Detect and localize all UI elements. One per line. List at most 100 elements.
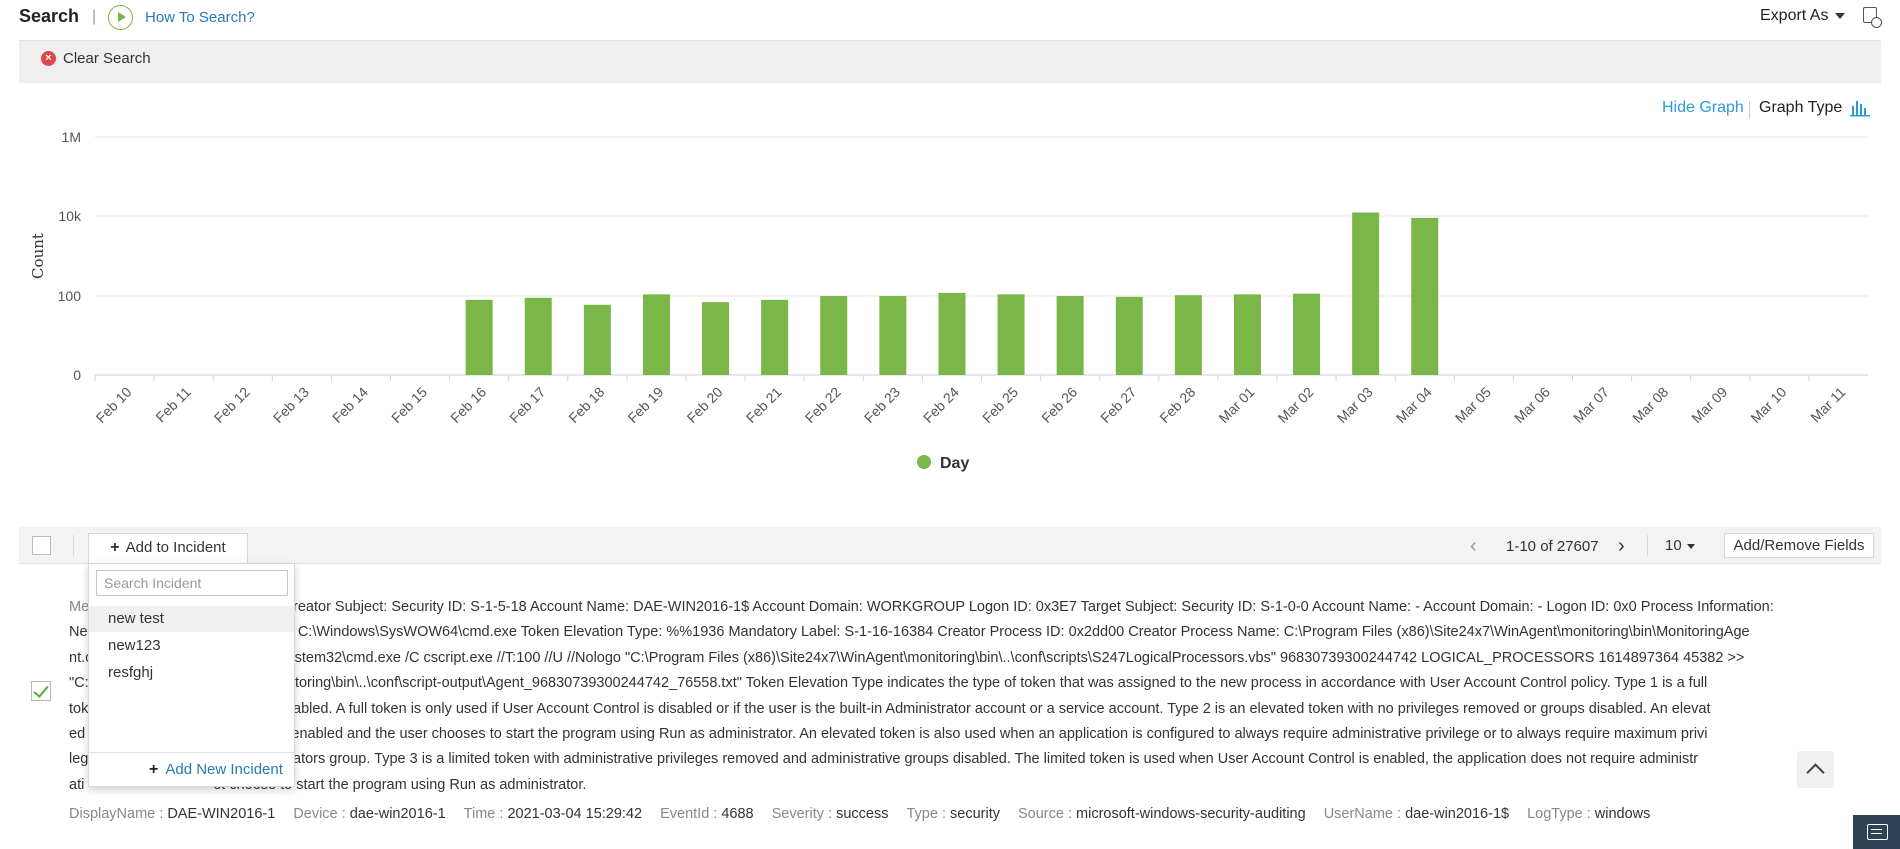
meta-value: security xyxy=(950,806,1000,822)
page-size-value: 10 xyxy=(1665,537,1682,554)
meta-value: windows xyxy=(1594,806,1651,822)
x-tick-label: Feb 17 xyxy=(506,384,548,426)
x-tick-label: Feb 12 xyxy=(211,384,253,426)
add-to-incident-button[interactable]: + Add to Incident xyxy=(88,533,248,564)
log-message-line: nt.c Windows\system32\cmd.exe /C cscript… xyxy=(69,649,1745,666)
add-new-incident-button[interactable]: + Add New Incident xyxy=(89,752,294,787)
incident-item[interactable]: new123 xyxy=(108,637,161,654)
meta-key: Severity : xyxy=(771,806,837,822)
bar xyxy=(761,299,789,375)
how-to-search-link[interactable]: How To Search? xyxy=(145,9,255,26)
top-bar: Search | How To Search? Export As xyxy=(0,0,1900,36)
x-tick-label: Mar 08 xyxy=(1629,384,1671,426)
x-tick-label: Mar 04 xyxy=(1393,384,1435,426)
message-label: Me xyxy=(69,599,90,615)
meta-field-logtype: LogType : windows xyxy=(1527,806,1650,822)
x-tick-label: Feb 14 xyxy=(329,384,371,426)
x-tick-label: Feb 21 xyxy=(743,384,785,426)
chevron-down-icon xyxy=(1835,12,1846,19)
export-as-label: Export As xyxy=(1760,7,1829,24)
log-metadata: DisplayName : DAE-WIN2016-1 Device : dae-… xyxy=(69,806,1668,822)
divider xyxy=(1647,535,1648,556)
chevron-down-icon xyxy=(1686,543,1695,549)
bar xyxy=(1174,295,1202,375)
play-icon[interactable] xyxy=(108,5,133,30)
log-message-line: "C:\ nAgent\monitoring\bin\..\conf\scrip… xyxy=(69,675,1708,692)
page-size-select[interactable]: 10 xyxy=(1665,537,1695,554)
x-tick-label: Feb 15 xyxy=(388,384,430,426)
add-new-incident-label: Add New Incident xyxy=(165,761,283,778)
x-tick-label: Feb 11 xyxy=(152,384,194,426)
bar xyxy=(879,296,907,375)
meta-key: Source : xyxy=(1017,806,1077,822)
log-message-line: ed t Control is enabled and the user cho… xyxy=(69,726,1708,743)
title-separator: | xyxy=(92,8,97,25)
divider xyxy=(73,535,74,556)
bar xyxy=(702,302,730,375)
graph-controls: Hide Graph Graph Type xyxy=(1650,99,1890,121)
plus-icon: + xyxy=(110,539,120,556)
print-settings-icon[interactable] xyxy=(1863,7,1882,28)
bar xyxy=(1411,217,1439,375)
incident-item[interactable]: resfghj xyxy=(108,664,154,681)
clear-icon[interactable]: × xyxy=(41,51,56,66)
y-axis-label: Count xyxy=(29,233,47,279)
bar xyxy=(1293,293,1321,375)
chat-icon[interactable] xyxy=(1853,815,1900,849)
prev-page-icon[interactable]: ‹ xyxy=(1470,535,1477,557)
meta-key: Time : xyxy=(463,806,508,822)
meta-key: EventId : xyxy=(660,806,722,822)
scroll-to-top-button[interactable] xyxy=(1797,751,1834,788)
bar-chart-icon[interactable] xyxy=(1850,99,1870,117)
search-incident-input[interactable] xyxy=(96,570,288,596)
bar xyxy=(524,297,552,375)
meta-field-eventid: EventId : 4688 xyxy=(660,806,754,822)
meta-field-severity: Severity : success xyxy=(772,806,889,822)
bar xyxy=(1352,212,1380,375)
log-message-line: ati ot choose to start the program using… xyxy=(69,776,587,793)
select-all-checkbox[interactable] xyxy=(32,536,51,555)
x-tick-label: Mar 09 xyxy=(1688,384,1730,426)
x-tick-label: Feb 20 xyxy=(684,384,726,426)
x-tick-label: Feb 19 xyxy=(624,384,666,426)
y-tick-label: 10k xyxy=(58,208,82,224)
meta-value: 2021-03-04 15:29:42 xyxy=(507,806,643,822)
legend-marker xyxy=(917,455,931,469)
x-tick-label: Feb 22 xyxy=(802,384,844,426)
clear-search-button[interactable]: Clear Search xyxy=(63,50,151,67)
export-as-button[interactable]: Export As xyxy=(1760,7,1846,25)
bar xyxy=(1233,294,1261,375)
x-tick-label: Feb 13 xyxy=(270,384,312,426)
meta-key: Device : xyxy=(293,806,350,822)
meta-field-time: Time : 2021-03-04 15:29:42 xyxy=(464,806,642,822)
meta-field-username: UserName : dae-win2016-1$ xyxy=(1324,806,1509,822)
x-tick-label: Mar 01 xyxy=(1215,384,1257,426)
x-tick-label: Mar 07 xyxy=(1570,384,1612,426)
incident-item[interactable]: new test xyxy=(89,606,294,632)
page-range: 1-10 of 27607 xyxy=(1506,538,1599,555)
row-checkbox[interactable] xyxy=(31,681,51,701)
add-to-incident-label: Add to Incident xyxy=(125,539,226,556)
graph-type-button[interactable]: Graph Type xyxy=(1759,99,1843,116)
log-message-line: Me created. Creator Subject: Security ID… xyxy=(69,599,1774,615)
incident-dropdown: new test new123 resfghj + Add New Inciden… xyxy=(88,563,295,787)
x-tick-label: Feb 23 xyxy=(861,384,903,426)
results-toolbar: + Add to Incident ‹ 1-10 of 27607 › 10 Ad… xyxy=(19,527,1881,564)
next-page-icon[interactable]: › xyxy=(1618,535,1625,557)
plus-icon: + xyxy=(149,761,159,778)
meta-field-displayname: DisplayName : DAE-WIN2016-1 xyxy=(69,806,275,822)
bar xyxy=(1115,296,1143,375)
bar xyxy=(997,294,1025,375)
meta-value: microsoft-windows-security-auditing xyxy=(1076,806,1306,822)
x-tick-label: Mar 10 xyxy=(1747,384,1789,426)
meta-key: DisplayName : xyxy=(69,806,168,822)
x-tick-label: Mar 05 xyxy=(1452,384,1494,426)
x-tick-label: Mar 11 xyxy=(1807,384,1849,426)
hide-graph-link[interactable]: Hide Graph xyxy=(1662,99,1744,116)
x-tick-label: Feb 27 xyxy=(1097,384,1139,426)
bar xyxy=(465,299,493,375)
add-remove-fields-button[interactable]: Add/Remove Fields xyxy=(1724,533,1874,558)
event-count-chart: 1M 10k 100 0 Count Feb 10 Feb 11 Feb 12 Feb 13 Fe… xyxy=(29,129,1868,472)
meta-value: 4688 xyxy=(721,806,754,822)
log-message-line: tok r groups disabled. A full token is o… xyxy=(69,700,1711,717)
